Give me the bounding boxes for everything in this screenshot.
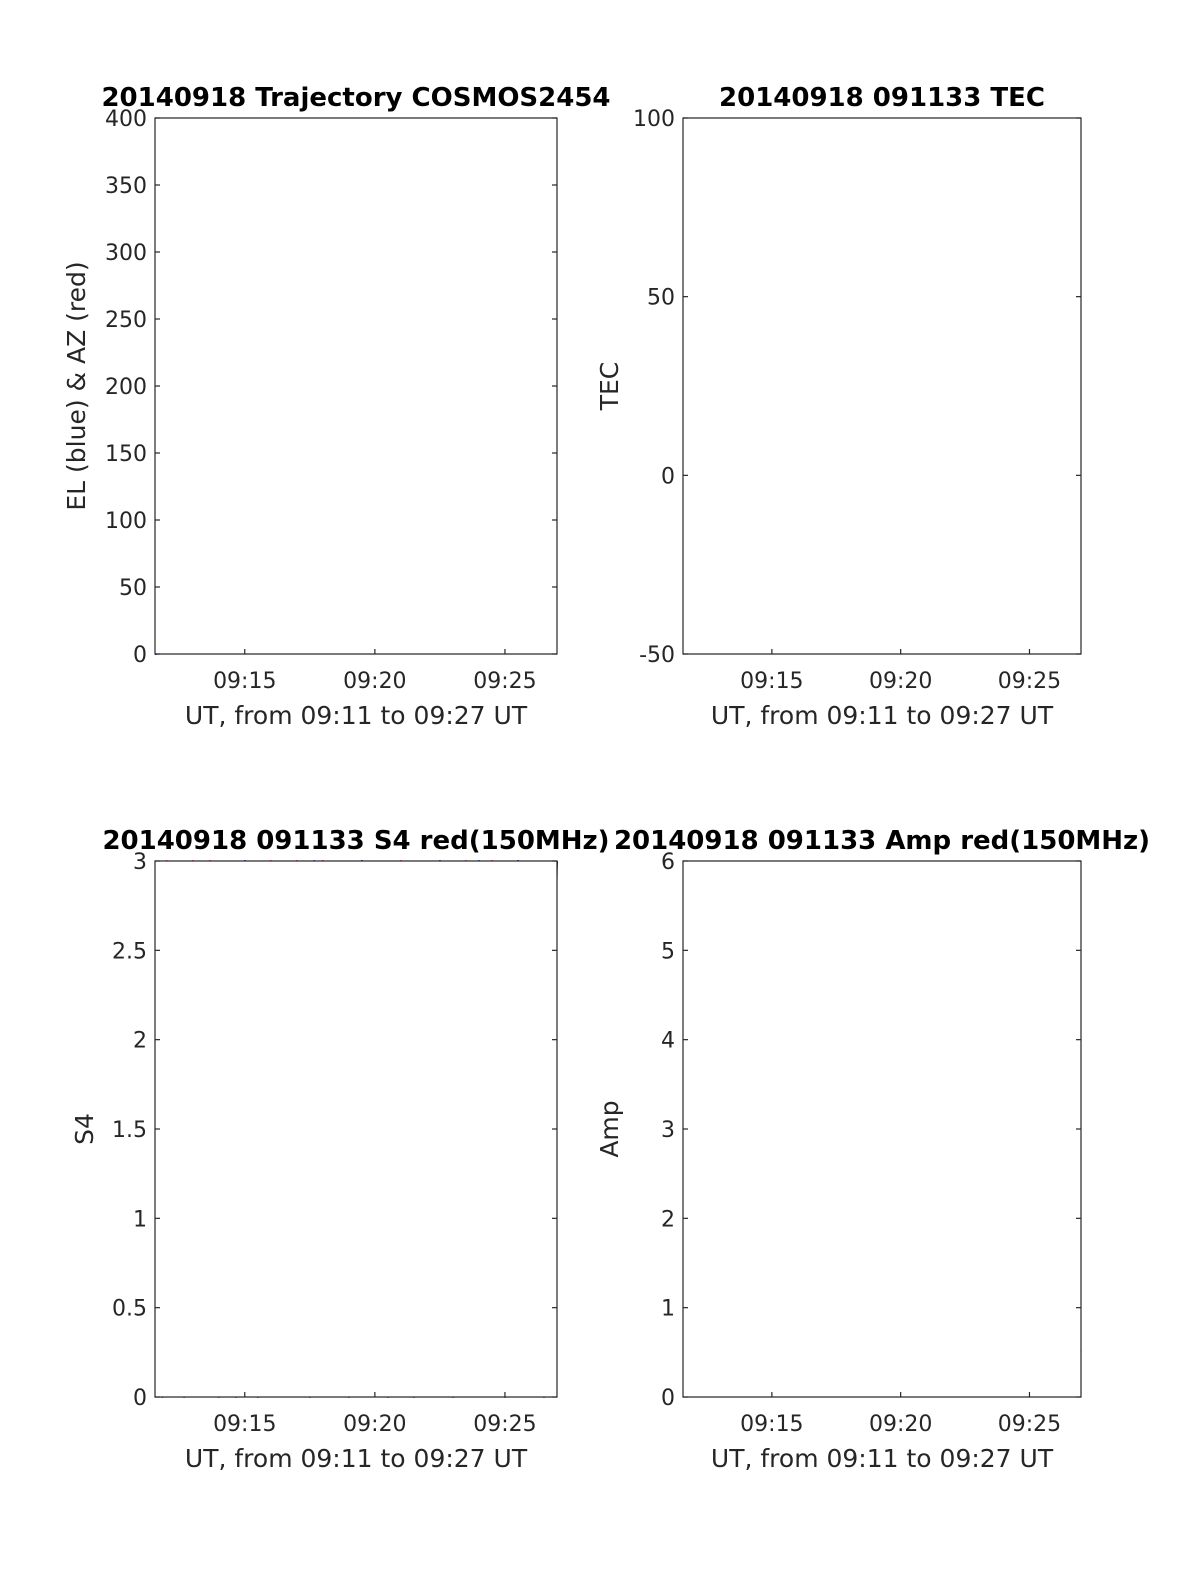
trajectory-ytick-label-1: 50 (119, 576, 147, 601)
trajectory-xtick-label-0: 09:15 (213, 669, 276, 694)
tec-xtick-label-0: 09:15 (740, 669, 803, 694)
tec-ytick-label-0: -50 (639, 643, 675, 668)
trajectory-title: 20140918 Trajectory COSMOS2454 (101, 83, 610, 113)
amp-ytick-label-4: 4 (661, 1029, 675, 1054)
s4-ytick-label-3: 1.5 (112, 1118, 147, 1143)
s4-xlabel: UT, from 09:11 to 09:27 UT (185, 1444, 528, 1473)
amp-xlabel: UT, from 09:11 to 09:27 UT (711, 1444, 1054, 1473)
s4-panel: 0 0.5 1 1.5 2 2.5 3 09:15 09:20 09:25 20140918 091… (70, 826, 610, 1473)
amp-ytick-label-3: 3 (661, 1118, 675, 1143)
tec-xtick-label-2: 09:25 (998, 669, 1061, 694)
trajectory-ytick-label-8: 400 (105, 107, 147, 132)
trajectory-xlabel: UT, from 09:11 to 09:27 UT (185, 701, 528, 730)
trajectory-ytick-label-2: 100 (105, 509, 147, 534)
tec-axes-frame (682, 117, 1082, 655)
s4-ytick-label-4: 2 (133, 1029, 147, 1054)
amp-axes-frame (682, 860, 1082, 1398)
trajectory-ytick-label-7: 350 (105, 174, 147, 199)
tec-xtick-label-1: 09:20 (869, 669, 932, 694)
s4-axes-frame (154, 860, 558, 1398)
trajectory-ytick-label-3: 150 (105, 442, 147, 467)
trajectory-xtick-label-2: 09:25 (473, 669, 536, 694)
s4-xtick-label-1: 09:20 (343, 1412, 406, 1437)
amp-ytick-label-6: 6 (661, 850, 675, 875)
amp-panel: 0 1 2 3 4 5 6 09:15 09:20 09:25 20140918 091133 Am… (595, 826, 1150, 1473)
s4-ytick-label-5: 2.5 (112, 939, 147, 964)
s4-ytick-label-2: 1 (133, 1207, 147, 1232)
trajectory-ytick-label-4: 200 (105, 375, 147, 400)
trajectory-ytick-label-0: 0 (133, 643, 147, 668)
trajectory-ytick-label-6: 300 (105, 241, 147, 266)
amp-xtick-label-1: 09:20 (869, 1412, 932, 1437)
tec-ytick-label-1: 0 (661, 464, 675, 489)
amp-ytick-label-2: 2 (661, 1207, 675, 1232)
tec-ytick-label-2: 50 (647, 286, 675, 311)
tec-xlabel: UT, from 09:11 to 09:27 UT (711, 701, 1054, 730)
amp-xtick-label-0: 09:15 (740, 1412, 803, 1437)
s4-ylabel: S4 (70, 1113, 99, 1145)
trajectory-axes-frame (154, 117, 558, 655)
s4-xtick-label-2: 09:25 (473, 1412, 536, 1437)
amp-ytick-label-5: 5 (661, 939, 675, 964)
trajectory-ytick-label-5: 250 (105, 308, 147, 333)
trajectory-panel: 0 50 100 150 200 250 300 350 400 09:15 09:20 09:25 2… (62, 83, 611, 730)
tec-ytick-label-3: 100 (633, 107, 675, 132)
trajectory-ylabel: EL (blue) & AZ (red) (62, 261, 91, 510)
s4-ytick-label-0: 0 (133, 1386, 147, 1411)
amp-ytick-label-0: 0 (661, 1386, 675, 1411)
amp-ytick-label-1: 1 (661, 1297, 675, 1322)
trajectory-xtick-label-1: 09:20 (343, 669, 406, 694)
s4-ytick-label-6: 3 (133, 850, 147, 875)
tec-ylabel: TEC (595, 362, 624, 412)
s4-title: 20140918 091133 S4 red(150MHz) (102, 826, 609, 856)
s4-xtick-label-0: 09:15 (213, 1412, 276, 1437)
amp-ylabel: Amp (595, 1100, 624, 1157)
amp-title: 20140918 091133 Amp red(150MHz) (614, 826, 1150, 856)
tec-title: 20140918 091133 TEC (719, 83, 1045, 113)
tec-panel: -50 0 50 100 09:15 09:20 09:25 20140918 091133 … (595, 83, 1082, 730)
s4-ytick-label-1: 0.5 (112, 1297, 147, 1322)
amp-xtick-label-2: 09:25 (998, 1412, 1061, 1437)
